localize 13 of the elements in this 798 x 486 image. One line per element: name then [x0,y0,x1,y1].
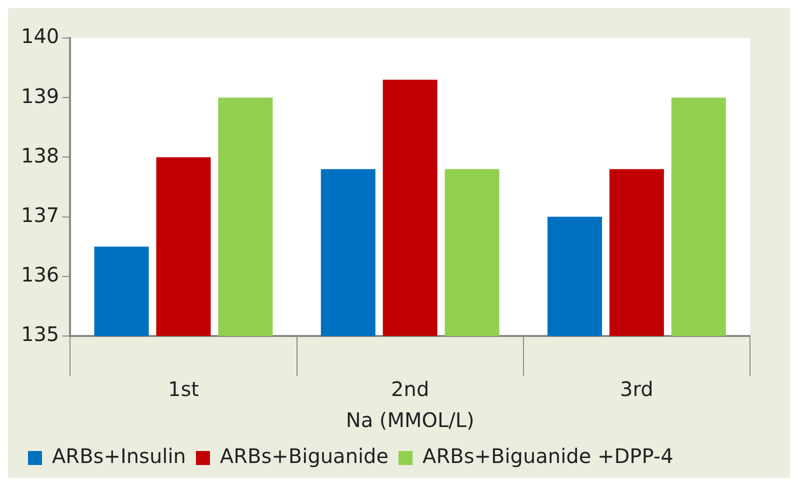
y-tick-label: 136 [20,262,60,287]
y-tick-label: 138 [20,143,60,168]
y-tick-label: 140 [20,24,60,48]
legend-label: ARBs+Biguanide +DPP-4 [422,444,674,468]
y-tick-label: 135 [20,322,60,346]
x-tick-label: 2nd [391,377,430,402]
x-axis-title: Na (MMOL/L) [346,408,474,432]
x-tick-label: 3rd [620,377,654,402]
x-tick-label: 1st [168,377,200,402]
y-tick-label: 139 [20,84,60,108]
legend-label: ARBs+Biguanide [220,444,389,468]
legend-label: ARBs+Insulin [52,444,186,468]
y-tick-label: 137 [20,203,60,228]
